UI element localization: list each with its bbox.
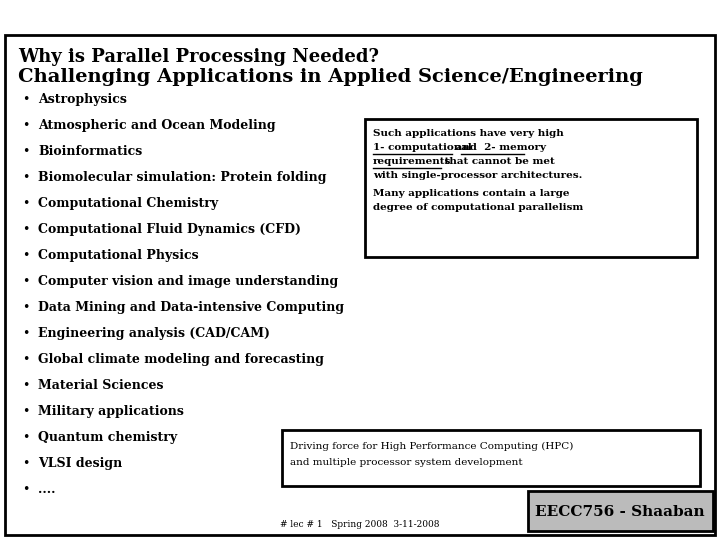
Text: Astrophysics: Astrophysics bbox=[38, 93, 127, 106]
Text: •: • bbox=[22, 353, 30, 366]
Text: •: • bbox=[22, 249, 30, 262]
Text: and  2- memory: and 2- memory bbox=[452, 143, 546, 152]
Text: # lec # 1   Spring 2008  3-11-2008: # lec # 1 Spring 2008 3-11-2008 bbox=[280, 520, 440, 529]
Text: Driving force for High Performance Computing (HPC): Driving force for High Performance Compu… bbox=[290, 442, 573, 451]
Text: Material Sciences: Material Sciences bbox=[38, 379, 163, 392]
FancyBboxPatch shape bbox=[282, 430, 700, 486]
Text: Computational Chemistry: Computational Chemistry bbox=[38, 197, 218, 210]
Text: VLSI design: VLSI design bbox=[38, 457, 122, 470]
Text: Why is Parallel Processing Needed?: Why is Parallel Processing Needed? bbox=[18, 48, 379, 66]
Text: degree of computational parallelism: degree of computational parallelism bbox=[373, 203, 583, 212]
Text: Biomolecular simulation: Protein folding: Biomolecular simulation: Protein folding bbox=[38, 171, 326, 184]
Text: Challenging Applications in Applied Science/Engineering: Challenging Applications in Applied Scie… bbox=[18, 68, 643, 86]
Text: •: • bbox=[22, 119, 30, 132]
Text: •: • bbox=[22, 93, 30, 106]
Text: Global climate modeling and forecasting: Global climate modeling and forecasting bbox=[38, 353, 324, 366]
Text: with single-processor architectures.: with single-processor architectures. bbox=[373, 171, 582, 180]
Text: •: • bbox=[22, 457, 30, 470]
FancyBboxPatch shape bbox=[365, 119, 697, 257]
Text: •: • bbox=[22, 275, 30, 288]
Text: •: • bbox=[22, 301, 30, 314]
Text: •: • bbox=[22, 197, 30, 210]
Text: Bioinformatics: Bioinformatics bbox=[38, 145, 143, 158]
Text: EECC756 - Shaaban: EECC756 - Shaaban bbox=[535, 505, 705, 519]
Text: •: • bbox=[22, 379, 30, 392]
Text: Quantum chemistry: Quantum chemistry bbox=[38, 431, 177, 444]
Text: •: • bbox=[22, 145, 30, 158]
Text: Such applications have very high: Such applications have very high bbox=[373, 129, 564, 138]
Text: Many applications contain a large: Many applications contain a large bbox=[373, 189, 570, 198]
Text: •: • bbox=[22, 405, 30, 418]
Text: Atmospheric and Ocean Modeling: Atmospheric and Ocean Modeling bbox=[38, 119, 276, 132]
Text: •: • bbox=[22, 327, 30, 340]
Text: and multiple processor system development: and multiple processor system developmen… bbox=[290, 458, 523, 467]
Text: requirements: requirements bbox=[373, 157, 451, 166]
Text: •: • bbox=[22, 171, 30, 184]
Text: 1- computational: 1- computational bbox=[373, 143, 472, 152]
Text: •: • bbox=[22, 431, 30, 444]
Text: Computational Fluid Dynamics (CFD): Computational Fluid Dynamics (CFD) bbox=[38, 223, 301, 236]
Text: •: • bbox=[22, 483, 30, 496]
FancyBboxPatch shape bbox=[528, 491, 713, 531]
Text: Data Mining and Data-intensive Computing: Data Mining and Data-intensive Computing bbox=[38, 301, 344, 314]
Text: ....: .... bbox=[38, 483, 55, 496]
FancyBboxPatch shape bbox=[5, 35, 715, 535]
Text: Computational Physics: Computational Physics bbox=[38, 249, 199, 262]
Text: Computer vision and image understanding: Computer vision and image understanding bbox=[38, 275, 338, 288]
Text: Engineering analysis (CAD/CAM): Engineering analysis (CAD/CAM) bbox=[38, 327, 270, 340]
Text: •: • bbox=[22, 223, 30, 236]
Text: Military applications: Military applications bbox=[38, 405, 184, 418]
Text: that cannot be met: that cannot be met bbox=[441, 157, 554, 166]
